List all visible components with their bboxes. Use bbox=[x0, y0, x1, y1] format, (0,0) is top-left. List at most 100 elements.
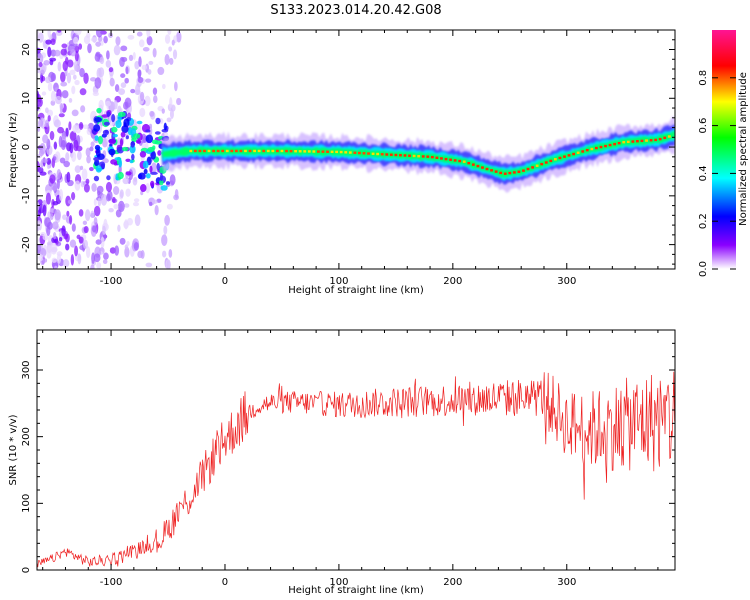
spectrogram-noise-blob bbox=[63, 233, 69, 240]
spectrogram-noise-blob bbox=[79, 67, 85, 78]
0-ytick-label: -10 bbox=[21, 188, 32, 204]
spectrogram-noise-blob bbox=[82, 124, 89, 130]
spectrogram-noise-blob bbox=[37, 220, 42, 228]
spectrogram-peak-mark bbox=[330, 150, 334, 154]
spectrogram-noise-blob bbox=[115, 119, 122, 129]
spectrogram-noise-blob bbox=[54, 49, 61, 57]
spectrogram-noise-blob bbox=[58, 188, 64, 201]
spectrogram-peak-mark bbox=[298, 150, 302, 153]
spectrogram-noise-blob bbox=[133, 133, 141, 139]
spectrogram-peak-mark bbox=[654, 138, 658, 142]
colorbar-tick-label: 0.0 bbox=[698, 261, 709, 277]
spectrogram-noise-blob bbox=[137, 69, 142, 79]
spectrogram-peak-mark bbox=[353, 151, 357, 154]
1-xtick-label: 100 bbox=[329, 577, 348, 588]
spectrogram-noise-blob bbox=[136, 31, 143, 37]
0-xtick-label: 0 bbox=[222, 276, 228, 287]
spectrogram-noise-blob bbox=[108, 138, 116, 145]
spectrogram-noise-blob bbox=[74, 245, 79, 257]
spectrogram-noise-blob bbox=[154, 204, 159, 216]
spectrogram-noise-blob bbox=[69, 69, 76, 75]
spectrogram-noise-blob bbox=[109, 77, 115, 87]
1-ytick-label: 200 bbox=[21, 427, 32, 446]
spectrogram-noise-blob bbox=[139, 150, 147, 158]
spectrogram-noise-blob bbox=[120, 73, 126, 78]
spectrogram-noise-blob bbox=[52, 156, 57, 161]
spectrogram-noise-blob bbox=[61, 90, 69, 99]
spectrogram-noise-blob bbox=[57, 126, 64, 134]
spectrogram-peak-mark bbox=[339, 150, 343, 154]
spectrogram-noise-blob bbox=[115, 209, 122, 218]
spectrogram-peak-mark bbox=[312, 150, 316, 153]
spectrogram-peak-mark bbox=[590, 147, 594, 151]
spectrogram-peak-mark bbox=[394, 153, 398, 157]
spectrogram-peak-mark bbox=[526, 167, 530, 171]
spectrogram-noise-blob bbox=[166, 203, 173, 210]
spectrogram-noise-blob bbox=[164, 34, 171, 44]
spectrogram-noise-blob bbox=[120, 82, 127, 88]
spectrogram-noise-blob bbox=[124, 246, 130, 258]
spectrogram-peak-mark bbox=[285, 149, 288, 153]
spectrogram-peak-mark bbox=[203, 149, 206, 153]
spectrogram-noise-blob bbox=[155, 117, 161, 125]
spectrogram-noise-blob bbox=[139, 91, 145, 102]
spectrogram-noise-blob bbox=[62, 259, 70, 268]
spectrogram-noise-blob bbox=[43, 60, 50, 66]
spectrogram-noise-blob bbox=[134, 60, 140, 70]
spectrogram-peak-mark bbox=[303, 150, 307, 153]
spectrogram-noise-blob bbox=[125, 171, 132, 176]
spectrogram-noise-blob bbox=[47, 244, 53, 251]
spectrogram-noise-blob bbox=[120, 45, 128, 52]
spectrogram-noise-blob bbox=[86, 155, 91, 164]
spectrogram-noise-blob bbox=[37, 201, 40, 212]
spectrogram-noise-blob bbox=[69, 142, 74, 154]
spectrogram-noise-blob bbox=[113, 203, 119, 210]
spectrogram-noise-blob bbox=[85, 209, 91, 222]
spectrogram-noise-blob bbox=[152, 87, 158, 96]
spectrogram-noise-blob bbox=[92, 91, 99, 97]
spectrogram-noise-blob bbox=[144, 95, 151, 107]
spectrogram-noise-blob bbox=[102, 129, 110, 136]
spectrogram-noise-blob bbox=[120, 131, 126, 138]
spectrogram-noise-blob bbox=[129, 144, 136, 154]
spectrogram-noise-blob bbox=[140, 250, 145, 259]
spectrogram-noise-blob bbox=[39, 143, 46, 155]
0-xtick-label: 100 bbox=[329, 276, 348, 287]
spectrogram-noise-blob bbox=[53, 119, 61, 128]
spectrogram-noise-blob bbox=[95, 30, 103, 38]
spectrogram-noise-blob bbox=[63, 160, 70, 168]
spectrogram-noise-blob bbox=[93, 205, 101, 217]
spectrogram-noise-blob bbox=[142, 160, 149, 169]
spectrogram-noise-blob bbox=[119, 138, 124, 147]
spectrogram-peak-mark bbox=[640, 139, 644, 143]
spectrogram-noise-blob bbox=[62, 60, 69, 72]
spectrogram-peak-mark bbox=[508, 171, 512, 175]
spectrogram-noise-blob bbox=[121, 146, 129, 152]
spectrogram-noise-blob bbox=[149, 165, 153, 173]
spectrogram-peak-mark bbox=[467, 161, 471, 165]
spectrogram-noise-blob bbox=[40, 72, 44, 84]
spectrogram-noise-blob bbox=[38, 32, 44, 43]
spectrogram-peak-mark bbox=[289, 149, 293, 153]
spectrogram-noise-blob bbox=[138, 39, 145, 48]
spectrogram-peak-mark bbox=[230, 149, 234, 153]
spectrogram-peak-mark bbox=[604, 144, 607, 148]
spectrogram-peak-mark bbox=[426, 155, 430, 158]
spectrogram-noise-blob bbox=[61, 43, 68, 49]
spectrogram-noise-blob bbox=[38, 62, 43, 68]
spectrogram-noise-blob bbox=[85, 178, 90, 185]
spectrogram-noise-blob bbox=[60, 81, 68, 87]
spectrogram-noise-blob bbox=[96, 107, 102, 114]
spectrogram-peak-mark bbox=[572, 152, 576, 156]
spectrogram-peak-mark bbox=[430, 155, 434, 159]
spectrogram-noise-blob bbox=[136, 120, 143, 125]
spectrogram-noise-blob bbox=[151, 199, 158, 204]
spectrogram-noise-blob bbox=[168, 249, 173, 258]
spectrogram-noise-blob bbox=[140, 190, 144, 196]
spectrogram-peak-mark bbox=[444, 157, 448, 161]
spectrogram-noise-blob bbox=[125, 66, 129, 75]
spectrogram-noise-blob bbox=[62, 214, 67, 220]
spectrogram-noise-blob bbox=[94, 135, 99, 142]
spectrogram-noise-blob bbox=[146, 35, 153, 46]
spectrogram-noise-blob bbox=[51, 257, 57, 263]
